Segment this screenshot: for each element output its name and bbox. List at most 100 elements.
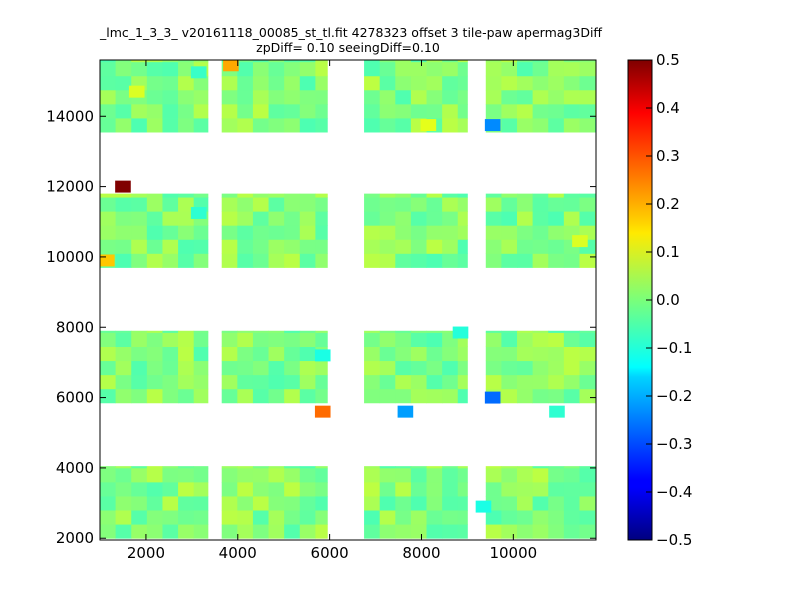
heatmap-cell — [237, 466, 254, 469]
heatmap-cell — [457, 346, 468, 362]
heatmap-cell — [426, 481, 443, 497]
heatmap-cell — [485, 61, 502, 77]
heatmap-cell — [485, 103, 502, 119]
heatmap-cell — [426, 524, 443, 539]
heatmap-cell — [178, 197, 195, 212]
heatmap-cell — [237, 225, 254, 240]
heatmap-cell — [237, 103, 254, 119]
heatmap-cell — [532, 253, 549, 268]
heatmap-cell — [485, 332, 502, 347]
heatmap-cell — [268, 481, 285, 497]
heatmap-cell — [131, 346, 148, 362]
heatmap-cell — [442, 61, 459, 77]
heatmap-cell — [131, 253, 148, 268]
heatmap-cell — [237, 330, 254, 333]
heatmap-cell — [426, 510, 443, 525]
heatmap-cell — [131, 388, 148, 404]
heatmap-cell — [115, 118, 132, 133]
heatmap-cell — [299, 346, 316, 362]
heatmap-cell — [457, 193, 468, 198]
heatmap-cell — [395, 332, 412, 347]
heatmap-cell — [410, 211, 427, 226]
heatmap-cell-outlier — [484, 391, 501, 404]
heatmap-cell — [284, 211, 301, 226]
heatmap-cell — [501, 496, 518, 511]
heatmap-cell — [426, 346, 443, 362]
heatmap-cell — [252, 239, 269, 254]
heatmap-cell — [517, 388, 534, 404]
heatmap-cell — [146, 103, 163, 119]
heatmap-cell — [315, 374, 328, 390]
heatmap-cell — [410, 239, 427, 254]
x-axis: 2000 4000 6000 8000 10000 — [127, 60, 537, 562]
heatmap-cell — [395, 496, 412, 511]
heatmap-cell — [252, 388, 269, 404]
heatmap-cell — [315, 253, 328, 268]
heatmap-cell-outlier — [190, 66, 207, 79]
heatmap-cell — [162, 103, 179, 119]
heatmap-cell — [221, 253, 238, 268]
heatmap-cell — [517, 75, 534, 91]
heatmap-cell — [563, 103, 580, 119]
heatmap-cell — [364, 211, 381, 226]
heatmap-cell — [457, 75, 468, 91]
heatmap-cell — [442, 481, 459, 497]
heatmap-cell — [395, 61, 412, 77]
heatmap-cell — [100, 524, 117, 539]
colorbar-tick-label: −0.2 — [656, 387, 692, 405]
heatmap-cell — [379, 75, 396, 91]
heatmap-cell — [532, 89, 549, 105]
heatmap-cell — [379, 466, 396, 469]
heatmap-cell — [299, 496, 316, 511]
heatmap-cell — [178, 496, 195, 511]
heatmap-cell — [299, 89, 316, 105]
heatmap-cell — [299, 481, 316, 497]
heatmap-cell — [442, 346, 459, 362]
heatmap-cell — [284, 360, 301, 376]
heatmap-cell — [252, 89, 269, 105]
heatmap-cell — [379, 193, 396, 198]
heatmap-cell — [221, 239, 238, 254]
heatmap-cell — [548, 524, 565, 539]
heatmap-cell — [115, 467, 132, 483]
heatmap-cell — [284, 253, 301, 268]
heatmap-cell — [548, 193, 565, 198]
heatmap-cell — [457, 510, 468, 525]
heatmap-cell — [178, 239, 195, 254]
heatmap-cell — [193, 510, 209, 525]
heatmap-cell — [457, 103, 468, 119]
heatmap-cell — [379, 374, 396, 390]
heatmap-cell — [442, 360, 459, 376]
heatmap-cell-outlier — [397, 405, 414, 418]
heatmap-cell — [563, 60, 580, 63]
heatmap-cell — [131, 225, 148, 240]
heatmap-cell — [517, 103, 534, 119]
heatmap-cell — [146, 61, 163, 77]
x-tick-label: 6000 — [311, 544, 349, 562]
heatmap-cell — [517, 118, 534, 133]
colorbar-tick-label: −0.3 — [656, 435, 692, 453]
heatmap-cell — [178, 118, 195, 133]
heatmap-cell — [115, 253, 132, 268]
heatmap-cell — [442, 197, 459, 212]
heatmap-cell — [252, 481, 269, 497]
heatmap-cell — [410, 193, 427, 198]
heatmap-cell — [252, 374, 269, 390]
heatmap-cell — [315, 239, 328, 254]
heatmap-cell — [517, 360, 534, 376]
heatmap-cell — [237, 75, 254, 91]
heatmap-cell — [410, 89, 427, 105]
y-tick-label: 4000 — [56, 459, 94, 477]
heatmap-cell — [426, 388, 443, 404]
heatmap-cell — [237, 346, 254, 362]
heatmap-cell — [442, 118, 459, 133]
heatmap-cell — [284, 496, 301, 511]
colorbar-tick-label: 0.2 — [656, 195, 680, 213]
heatmap-cell — [548, 239, 565, 254]
heatmap-cell — [548, 75, 565, 91]
heatmap-cell — [501, 524, 518, 539]
heatmap-cell — [410, 360, 427, 376]
heatmap-cell — [395, 524, 412, 539]
heatmap-cell — [532, 193, 549, 198]
heatmap-cell — [115, 193, 132, 198]
